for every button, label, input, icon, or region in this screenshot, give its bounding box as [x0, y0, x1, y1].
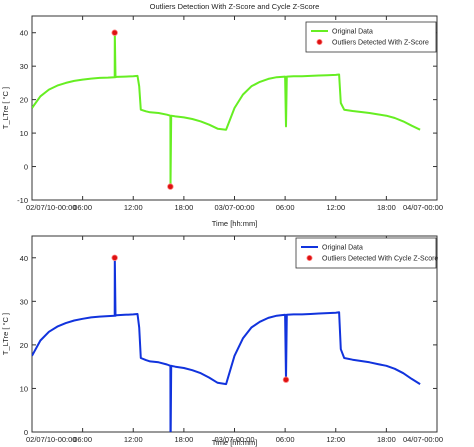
legend-box — [305, 21, 437, 53]
x-tick-label: 12:00 — [124, 203, 143, 212]
x-tick-label: 12:00 — [326, 435, 345, 444]
chart-panel-1: Outliers Detection With Z-Score and Cycl… — [1, 2, 443, 228]
y-tick-label: 10 — [20, 129, 28, 138]
x-axis-label: Time [hh:mm] — [212, 219, 258, 228]
x-axis-label: Time [hh:mm] — [212, 438, 258, 447]
x-tick-label: 03/07-00:00 — [214, 435, 254, 444]
y-tick-label: 20 — [20, 341, 28, 350]
y-tick-label: 10 — [20, 384, 28, 393]
y-tick-label: 0 — [24, 428, 28, 437]
x-tick-label: 18:00 — [377, 203, 396, 212]
x-tick-label: 04/07-00:00 — [403, 435, 443, 444]
x-tick-label: 18:00 — [174, 203, 193, 212]
x-tick-label: 12:00 — [326, 203, 345, 212]
x-tick-label: 06:00 — [276, 435, 295, 444]
y-tick-label: 30 — [20, 62, 28, 71]
x-tick-label: 02/07/10-00:00 — [26, 203, 76, 212]
x-tick-label: 06:00 — [276, 203, 295, 212]
series-line-original-data — [32, 31, 421, 188]
x-tick-label: 02/07/10-00:00 — [26, 435, 76, 444]
legend-entry-label: Outliers Detected With Cycle Z-Score — [322, 256, 438, 263]
series-line-original-data — [32, 256, 421, 432]
chart-legend: Original Data Outliers Detected With Cycl… — [295, 237, 438, 269]
x-tick-label: 06:00 — [73, 435, 92, 444]
y-tick-label: 30 — [20, 297, 28, 306]
legend-box — [295, 237, 437, 269]
y-tick-label: 40 — [20, 29, 28, 38]
y-tick-label: 40 — [20, 254, 28, 263]
x-tick-label: 04/07-00:00 — [403, 203, 443, 212]
x-tick-label: 06:00 — [73, 203, 92, 212]
plot-data-area — [32, 254, 421, 432]
legend-entry-label: Original Data — [332, 29, 373, 36]
y-tick-label: 20 — [20, 96, 28, 105]
y-tick-label: -10 — [17, 196, 28, 205]
x-tick-label: 18:00 — [377, 435, 396, 444]
x-tick-label: 18:00 — [174, 435, 193, 444]
outlier-point — [167, 183, 174, 190]
chart-title: Outliers Detection With Z-Score and Cycl… — [150, 2, 320, 11]
x-tick-label: 03/07-00:00 — [214, 203, 254, 212]
y-axis-label: T_LTre [ °C ] — [1, 87, 10, 129]
legend-entry-label: Outliers Detected With Z-Score — [332, 40, 429, 47]
legend-marker-swatch — [316, 39, 323, 46]
legend-marker-swatch — [306, 254, 313, 261]
plot-data-area — [32, 29, 421, 190]
outlier-point — [111, 254, 118, 261]
outlier-point — [111, 29, 118, 36]
outlier-point — [282, 376, 290, 383]
legend-entry-label: Original Data — [322, 245, 363, 252]
x-tick-label: 12:00 — [124, 435, 143, 444]
chart-legend: Original Data Outliers Detected With Z-Sc… — [305, 21, 437, 53]
y-axis-label: T_LTre [ °C ] — [1, 313, 10, 355]
y-tick-label: 0 — [24, 163, 28, 172]
